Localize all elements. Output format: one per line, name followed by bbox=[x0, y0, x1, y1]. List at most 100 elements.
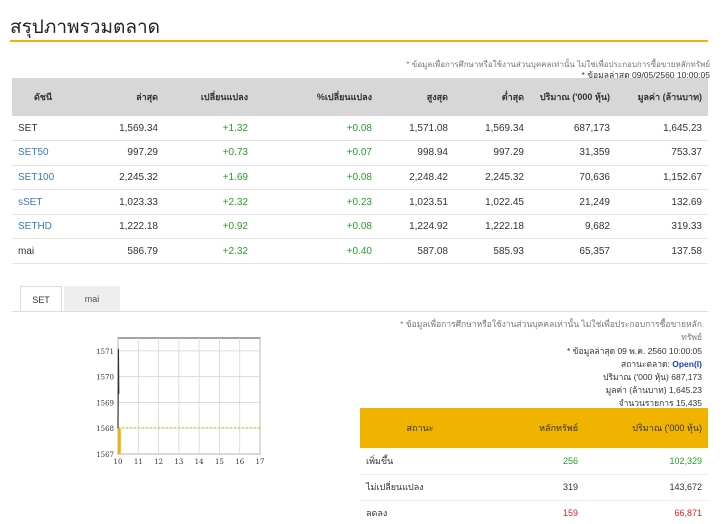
index-value: 1,152.67 bbox=[616, 165, 708, 191]
col-index: ดัชนี bbox=[12, 78, 74, 116]
col-value: มูลค่า (ล้านบาท) bbox=[616, 78, 708, 116]
index-volume: 687,173 bbox=[530, 116, 616, 142]
tab-mai[interactable]: mai bbox=[64, 286, 120, 312]
summary-last-updated: * ข้อมูลล่าสุด 09 พ.ค. 2560 10:00:05 bbox=[567, 346, 702, 356]
chart-x-tick: 13 bbox=[174, 458, 183, 466]
market-status-label: สถานะตลาด: bbox=[621, 359, 670, 369]
index-last: 1,569.34 bbox=[74, 116, 164, 142]
breadth-label: ลดลง bbox=[360, 500, 480, 524]
breadth-volume: 102,329 bbox=[584, 448, 708, 475]
index-volume: 70,636 bbox=[530, 165, 616, 191]
market-status-row: สถานะตลาด: Open(I) bbox=[621, 357, 702, 371]
breadth-count: 319 bbox=[480, 474, 584, 501]
index-disclaimer: * ข้อมูลเพื่อการศึกษาหรือใช้งานส่วนบุคคล… bbox=[406, 60, 710, 69]
chart-x-tick: 12 bbox=[154, 458, 163, 466]
breadth-label: เพิ่มขึ้น bbox=[360, 448, 480, 475]
index-high: 1,023.51 bbox=[378, 189, 454, 215]
col-high: สูงสุด bbox=[378, 78, 454, 116]
index-low: 1,022.45 bbox=[454, 189, 530, 215]
index-name[interactable]: sSET bbox=[12, 189, 74, 215]
index-value: 137.58 bbox=[616, 238, 708, 265]
index-change: +1.32 bbox=[164, 116, 254, 142]
index-last: 997.29 bbox=[74, 140, 164, 166]
breadth-table: สถานะ หลักทรัพย์ ปริมาณ ('000 หุ้น) เพิ่… bbox=[360, 408, 708, 524]
index-last-updated: * ข้อมูลล่าสุด 09/05/2560 10:00:05 bbox=[581, 70, 710, 80]
index-pct-change: +0.08 bbox=[254, 116, 378, 142]
index-value: 132.69 bbox=[616, 189, 708, 215]
market-deals-row: จำนวนรายการ 15,435 bbox=[619, 396, 702, 410]
index-row-set50: SET50 997.29 +0.73 +0.07 998.94 997.29 31,359 7… bbox=[12, 140, 708, 166]
index-name: SET bbox=[12, 116, 74, 142]
index-change: +0.73 bbox=[164, 140, 254, 166]
tabs-divider bbox=[12, 311, 708, 312]
market-value-label: มูลค่า (ล้านบาท) bbox=[605, 385, 667, 395]
breadth-volume: 143,672 bbox=[584, 474, 708, 501]
breadth-row: ลดลง 159 66,871 bbox=[360, 500, 708, 524]
col-securities: หลักทรัพย์ bbox=[480, 408, 584, 448]
chart-x-tick: 15 bbox=[215, 458, 224, 466]
index-low: 1,222.18 bbox=[454, 214, 530, 240]
index-high: 1,571.08 bbox=[378, 116, 454, 142]
chart-x-tick: 14 bbox=[195, 458, 204, 466]
title-underline bbox=[10, 40, 708, 42]
index-volume: 65,357 bbox=[530, 238, 616, 265]
market-value-value: 1,645.23 bbox=[668, 385, 702, 395]
index-volume: 21,249 bbox=[530, 189, 616, 215]
chart-x-tick: 11 bbox=[134, 458, 143, 466]
market-volume-value: 687,173 bbox=[671, 372, 702, 382]
index-last: 1,023.33 bbox=[74, 189, 164, 215]
chart-x-tick: 10 bbox=[114, 458, 123, 466]
breadth-count: 159 bbox=[480, 500, 584, 524]
breadth-table-header: สถานะ หลักทรัพย์ ปริมาณ ('000 หุ้น) bbox=[360, 408, 708, 448]
breadth-label: ไม่เปลี่ยนแปลง bbox=[360, 474, 480, 501]
index-change: +1.69 bbox=[164, 165, 254, 191]
col-volume: ปริมาณ ('000 หุ้น) bbox=[530, 78, 616, 116]
summary-disclaimer: * ข้อมูลเพื่อการศึกษาหรือใช้งานส่วนบุคคล… bbox=[400, 319, 702, 342]
index-last: 1,222.18 bbox=[74, 214, 164, 240]
index-row-sethd: SETHD 1,222.18 +0.92 +0.08 1,224.92 1,222.18 9… bbox=[12, 214, 708, 240]
chart-y-tick: 1571 bbox=[96, 348, 114, 356]
index-change: +2.32 bbox=[164, 238, 254, 265]
market-volume-label: ปริมาณ ('000 หุ้น) bbox=[603, 372, 669, 382]
index-table-header: ดัชนี ล่าสุด เปลี่ยนแปลง %เปลี่ยนแปลง สู… bbox=[12, 78, 708, 116]
chart-y-tick: 1567 bbox=[96, 451, 114, 459]
chart-y-tick: 1569 bbox=[96, 399, 114, 407]
index-pct-change: +0.07 bbox=[254, 140, 378, 166]
chart-y-tick: 1570 bbox=[96, 374, 114, 382]
index-pct-change: +0.08 bbox=[254, 214, 378, 240]
intraday-chart: 10 11 12 13 14 15 16 17 1567 1568 1569 1570 1571 bbox=[84, 334, 264, 470]
tab-set[interactable]: SET bbox=[20, 286, 62, 312]
index-row-sset: sSET 1,023.33 +2.32 +0.23 1,023.51 1,022.45 21… bbox=[12, 189, 708, 215]
breadth-count: 256 bbox=[480, 448, 584, 475]
index-high: 998.94 bbox=[378, 140, 454, 166]
index-last: 586.79 bbox=[74, 238, 164, 265]
index-row-set100: SET100 2,245.32 +1.69 +0.08 2,248.42 2,245.32… bbox=[12, 165, 708, 191]
index-volume: 9,682 bbox=[530, 214, 616, 240]
index-name[interactable]: SETHD bbox=[12, 214, 74, 240]
index-value: 319.33 bbox=[616, 214, 708, 240]
chart-x-tick: 16 bbox=[235, 458, 244, 466]
breadth-row: เพิ่มขึ้น 256 102,329 bbox=[360, 448, 708, 475]
chart-x-tick: 17 bbox=[256, 458, 264, 466]
col-breadth-volume: ปริมาณ ('000 หุ้น) bbox=[584, 408, 708, 448]
index-low: 1,569.34 bbox=[454, 116, 530, 142]
index-value: 753.37 bbox=[616, 140, 708, 166]
market-status-value: Open(I) bbox=[672, 359, 702, 369]
index-name[interactable]: SET50 bbox=[12, 140, 74, 166]
col-pct-change: %เปลี่ยนแปลง bbox=[254, 78, 378, 116]
market-value-row: มูลค่า (ล้านบาท) 1,645.23 bbox=[606, 383, 702, 397]
index-name: mai bbox=[12, 238, 74, 265]
index-volume: 31,359 bbox=[530, 140, 616, 166]
index-change: +0.92 bbox=[164, 214, 254, 240]
chart-y-tick: 1568 bbox=[96, 425, 114, 433]
breadth-row: ไม่เปลี่ยนแปลง 319 143,672 bbox=[360, 474, 708, 501]
index-change: +2.32 bbox=[164, 189, 254, 215]
market-volume-row: ปริมาณ ('000 หุ้น) 687,173 bbox=[603, 370, 702, 384]
index-low: 585.93 bbox=[454, 238, 530, 265]
index-low: 2,245.32 bbox=[454, 165, 530, 191]
index-row-mai: mai 586.79 +2.32 +0.40 587.08 585.93 65,357 137… bbox=[12, 238, 708, 265]
index-name[interactable]: SET100 bbox=[12, 165, 74, 191]
col-low: ต่ำสุด bbox=[454, 78, 530, 116]
intraday-chart-svg: 10 11 12 13 14 15 16 17 1567 1568 1569 1570 1571 bbox=[96, 337, 264, 466]
market-deals-value: 15,435 bbox=[676, 398, 702, 408]
